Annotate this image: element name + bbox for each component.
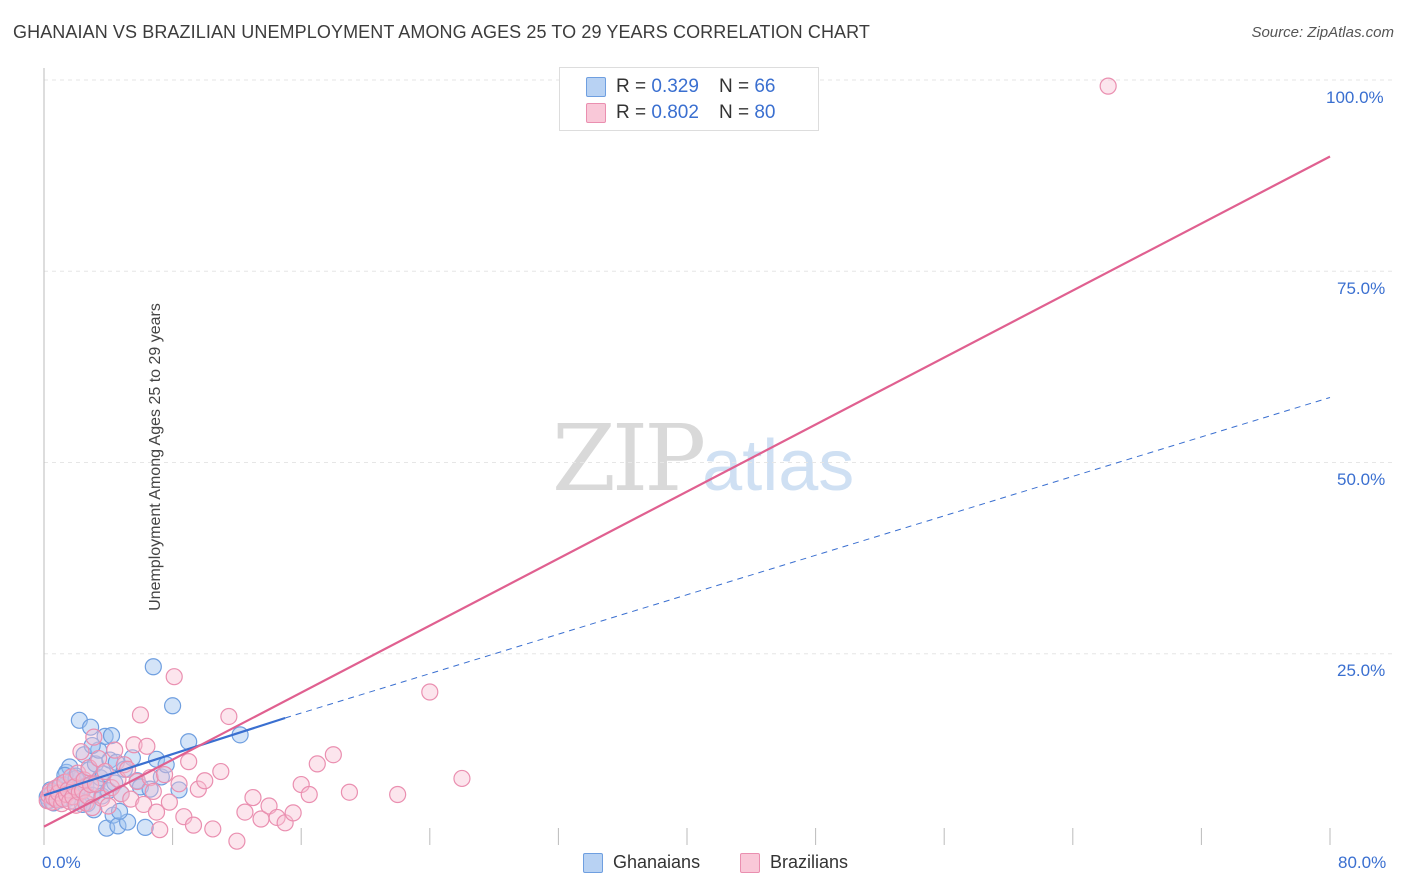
data-point-brazilians	[389, 785, 407, 804]
data-point-brazilians	[1099, 77, 1117, 95]
data-point-brazilians	[151, 821, 169, 839]
y-tick-label-75: 75.0%	[1337, 279, 1386, 298]
data-point-brazilians	[196, 772, 214, 790]
legend-item-ghanaians[interactable]: Ghanaians	[583, 852, 700, 873]
data-point-brazilians	[147, 803, 166, 821]
data-point-brazilians	[228, 832, 246, 850]
legend-r-value: 0.329	[651, 76, 699, 97]
data-point-brazilians	[144, 782, 162, 801]
data-point-brazilians	[106, 741, 124, 759]
data-point-brazilians	[99, 797, 117, 815]
data-point-brazilians	[69, 764, 87, 782]
data-point-ghanaians	[102, 727, 121, 745]
data-point-brazilians	[85, 728, 103, 746]
data-point-brazilians	[180, 753, 198, 771]
data-point-ghanaians	[144, 658, 162, 676]
legend-row-ghanaians: R = 0.329 N = 66	[586, 75, 775, 99]
data-point-ghanaians	[82, 718, 100, 736]
source-label: Source: ZipAtlas.com	[1251, 24, 1394, 41]
data-point-brazilians	[138, 737, 156, 755]
y-tick-label-100: 100.0%	[1326, 88, 1384, 107]
data-point-brazilians	[236, 803, 254, 821]
data-point-brazilians	[212, 762, 230, 781]
trend-extension-ghanaians	[284, 396, 1331, 719]
legend-n-value: 66	[754, 76, 776, 97]
data-point-brazilians	[131, 706, 150, 724]
data-point-brazilians	[184, 816, 203, 834]
legend-row-brazilians: R = 0.802 N = 80	[586, 101, 775, 125]
stats-legend: R = 0.329 N = 66 R = 0.802 N = 80	[559, 67, 819, 131]
data-point-brazilians	[170, 775, 188, 793]
data-point-brazilians	[220, 707, 238, 726]
data-point-brazilians	[122, 790, 140, 808]
data-point-ghanaians	[56, 766, 74, 784]
legend-item-brazilians[interactable]: Brazilians	[740, 852, 848, 873]
data-point-brazilians	[244, 788, 262, 807]
data-point-ghanaians	[164, 697, 182, 715]
legend-r-value: 0.802	[651, 102, 699, 123]
data-point-brazilians	[165, 668, 183, 686]
chart-title: GHANAIAN VS BRAZILIAN UNEMPLOYMENT AMONG…	[13, 22, 871, 42]
pink-swatch-icon	[586, 103, 606, 123]
blue-swatch-icon	[586, 77, 606, 97]
trend-line-brazilians	[43, 155, 1331, 828]
pink-swatch-icon	[740, 852, 760, 873]
y-tick-label-25: 25.0%	[1337, 661, 1386, 680]
data-point-ghanaians	[110, 802, 129, 820]
data-point-brazilians	[453, 769, 471, 788]
legend-n-value: 80	[754, 102, 776, 123]
legend-n-label: N =	[718, 76, 750, 97]
legend-label-brazilians: Brazilians	[770, 852, 849, 872]
data-point-ghanaians	[109, 817, 127, 835]
data-point-brazilians	[421, 683, 439, 701]
data-point-brazilians	[340, 783, 359, 801]
legend-n-label: N =	[718, 102, 750, 123]
data-point-ghanaians	[170, 781, 188, 799]
data-point-brazilians	[135, 795, 153, 814]
y-tick-label-50: 50.0%	[1337, 470, 1386, 489]
legend-r-label: R =	[616, 102, 647, 123]
x-tick-label-min: 0.0%	[42, 853, 81, 872]
data-point-brazilians	[72, 743, 90, 761]
data-point-brazilians	[160, 793, 178, 811]
data-point-brazilians	[300, 785, 318, 804]
data-point-brazilians	[284, 804, 302, 822]
data-point-brazilians	[308, 755, 326, 773]
data-point-brazilians	[125, 736, 143, 754]
x-tick-label-max: 80.0%	[1338, 853, 1387, 872]
trend-line-ghanaians	[43, 716, 286, 797]
watermark-atlas: atlas	[702, 426, 855, 506]
blue-swatch-icon	[583, 852, 603, 873]
legend-label-ghanaians: Ghanaians	[613, 852, 701, 872]
data-point-brazilians	[155, 766, 174, 784]
data-point-brazilians	[204, 820, 222, 838]
legend-r-label: R =	[616, 76, 647, 97]
y-axis-label: Unemployment Among Ages 25 to 29 years	[146, 303, 164, 611]
data-point-brazilians	[324, 746, 342, 764]
data-point-ghanaians	[136, 818, 154, 837]
